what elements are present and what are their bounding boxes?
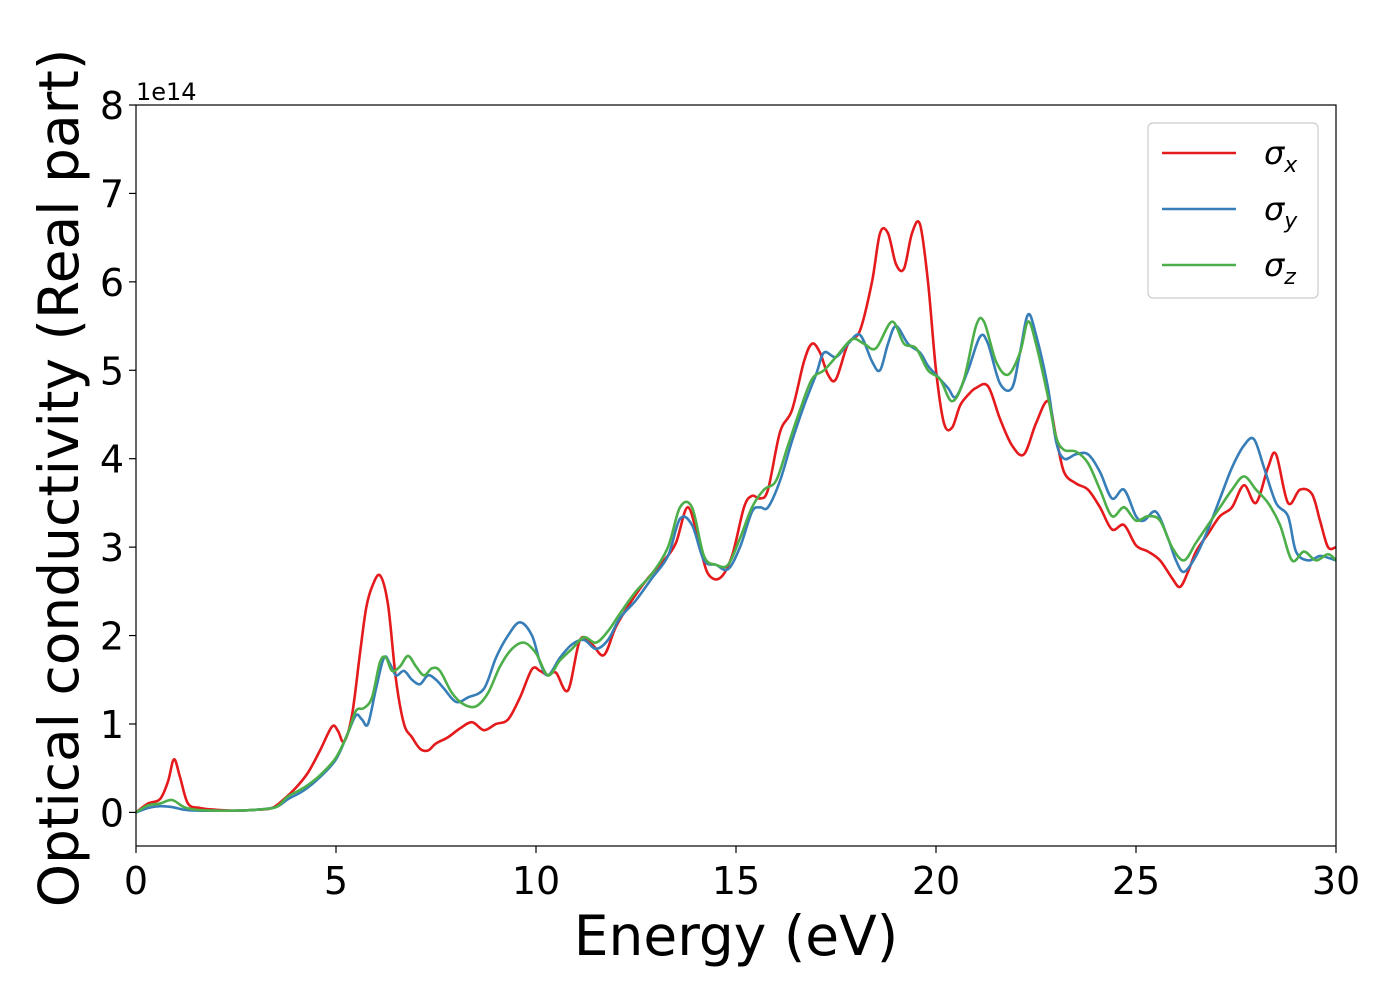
y-tick-label: 0 bbox=[100, 791, 124, 835]
y-offset-label: 1e14 bbox=[136, 78, 197, 106]
legend-label-z: σz bbox=[1264, 246, 1296, 290]
legend-label-x: σx bbox=[1264, 134, 1298, 178]
legend-box bbox=[1147, 122, 1319, 299]
x-tick-label: 10 bbox=[512, 859, 560, 903]
y-tick-label: 4 bbox=[100, 438, 124, 482]
y-tick-label: 5 bbox=[100, 349, 124, 393]
y-tick-label: 8 bbox=[100, 84, 124, 128]
series-line-y bbox=[136, 312, 1336, 814]
legend: σx σy σz bbox=[1147, 122, 1319, 299]
y-tick-label: 1 bbox=[100, 703, 124, 747]
y-tick-label: 6 bbox=[100, 261, 124, 305]
x-tick-label: 15 bbox=[712, 859, 760, 903]
y-axis-ticks: 0 1 2 3 4 5 6 7 8 bbox=[100, 84, 136, 835]
x-tick-label: 25 bbox=[1112, 859, 1160, 903]
x-tick-label: 5 bbox=[324, 859, 348, 903]
x-axis-title: Energy (eV) bbox=[574, 904, 898, 968]
plot-lines bbox=[136, 219, 1336, 814]
x-tick-label: 20 bbox=[912, 859, 960, 903]
y-tick-label: 2 bbox=[100, 615, 124, 659]
x-tick-label: 0 bbox=[124, 859, 148, 903]
x-axis-ticks: 0 5 10 15 20 25 30 bbox=[124, 846, 1360, 903]
y-tick-label: 3 bbox=[100, 526, 124, 570]
series-line-z bbox=[136, 316, 1336, 814]
y-axis-title: Optical conductivity (Real part) bbox=[27, 49, 91, 908]
y-tick-label: 7 bbox=[100, 172, 124, 216]
x-tick-label: 30 bbox=[1312, 859, 1360, 903]
legend-label-y: σy bbox=[1264, 190, 1298, 234]
